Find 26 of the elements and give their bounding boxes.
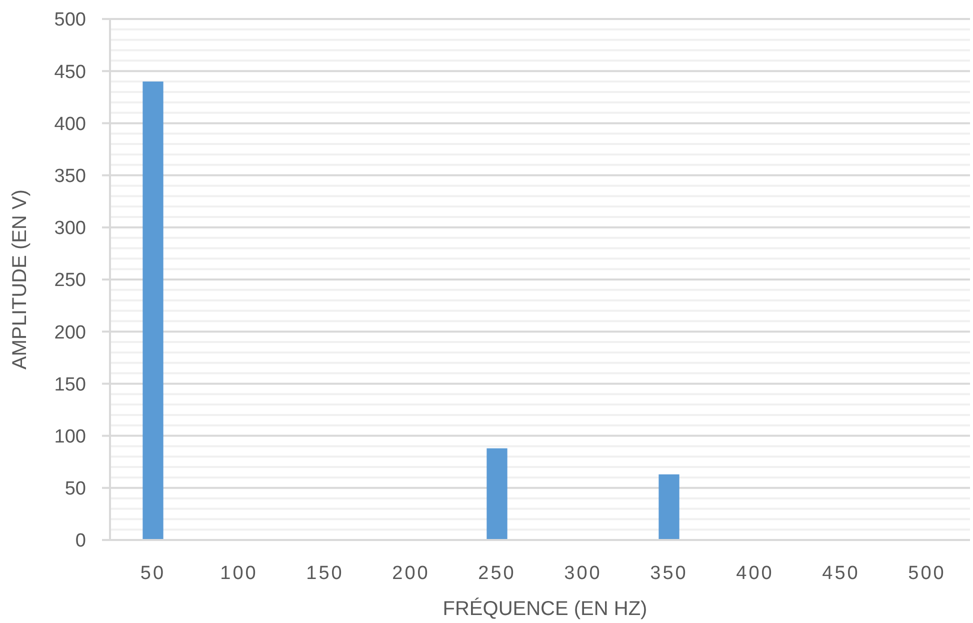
x-tick-label: 250 — [478, 563, 516, 584]
y-tick-label: 500 — [54, 10, 86, 31]
y-tick-label: 50 — [64, 478, 86, 500]
y-tick-label: 100 — [54, 426, 86, 448]
y-tick-label: 300 — [54, 218, 86, 240]
y-tick-label: 450 — [54, 62, 86, 83]
y-tick-label: 400 — [54, 114, 86, 135]
x-tick-label: 300 — [564, 563, 602, 584]
x-axis-title: FRÉQUENCE (EN HZ) — [442, 597, 648, 620]
y-axis-title: AMPLITUDE (EN V) — [9, 189, 31, 370]
bar — [142, 82, 164, 540]
y-tick-label: 150 — [54, 374, 86, 396]
x-tick-label: 100 — [220, 563, 258, 584]
y-tick-label: 0 — [75, 530, 86, 552]
x-tick-label: 500 — [908, 563, 946, 584]
bar — [486, 448, 508, 540]
x-tick-label: 450 — [822, 563, 860, 584]
y-tick-label: 350 — [54, 166, 86, 187]
x-tick-label: 50 — [140, 563, 166, 584]
x-tick-label: 150 — [306, 563, 344, 584]
x-tick-label: 200 — [392, 563, 430, 584]
x-tick-label: 350 — [650, 563, 688, 584]
x-tick-label: 400 — [736, 563, 774, 584]
bar — [658, 474, 680, 540]
y-tick-label: 200 — [54, 322, 86, 344]
y-tick-label: 250 — [54, 270, 86, 292]
